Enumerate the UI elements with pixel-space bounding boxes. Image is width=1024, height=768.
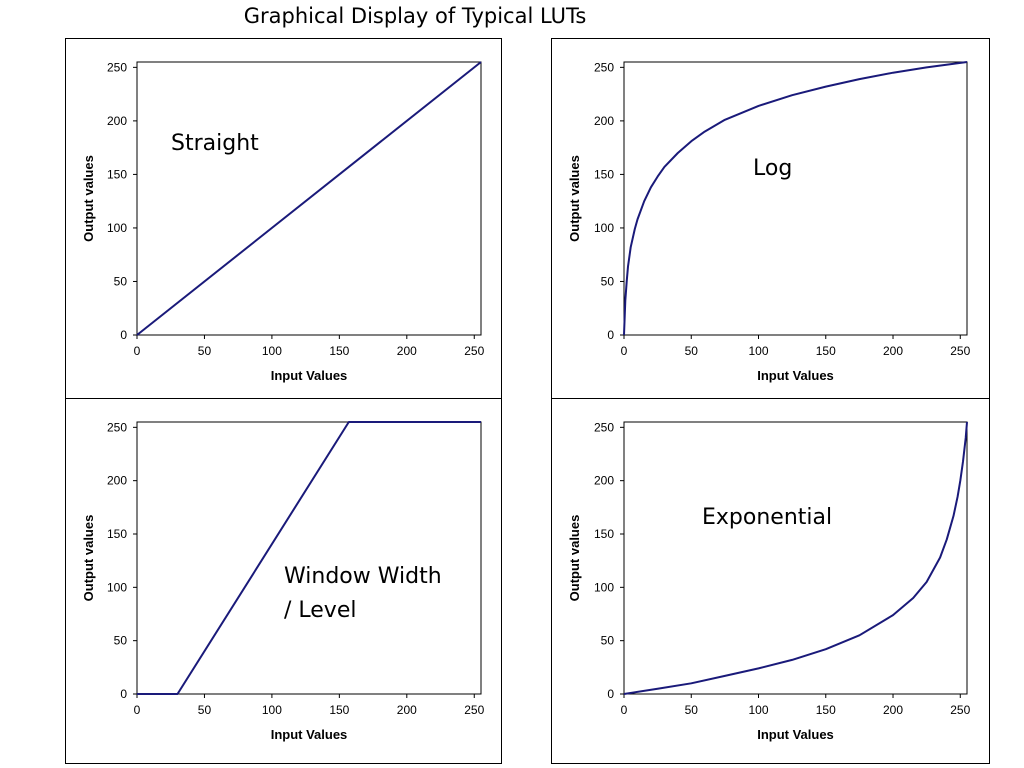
chart-panel-exponential: 0 50 100 150 200 250 0 50 100 150 200 250 Input Valu…: [551, 398, 990, 764]
y-tick-label: 250: [107, 420, 127, 434]
y-tick-label: 250: [107, 60, 127, 74]
x-tick-label: 150: [329, 703, 349, 717]
chart-annotation-window-width-level: Window Width / Level: [284, 564, 442, 623]
x-tick-label: 100: [262, 703, 282, 717]
x-axis-title: Input Values: [757, 727, 834, 742]
x-tick-label: 200: [883, 703, 903, 717]
y-tick-label: 50: [114, 274, 128, 288]
chart-panel-log: 0 50 100 150 200 250 0 50 100 150 200 250 Input Valu…: [551, 38, 990, 399]
y-tick-label: 150: [594, 167, 614, 181]
x-tick-label: 100: [748, 703, 768, 717]
x-axis-title: Input Values: [271, 368, 348, 383]
x-tick-label: 250: [950, 703, 970, 717]
x-tick-label: 0: [134, 703, 141, 717]
y-tick-label: 50: [601, 274, 615, 288]
x-tick-label: 200: [397, 344, 417, 358]
plot-area-frame: [136, 421, 482, 695]
chart-annotation-straight: Straight: [171, 131, 259, 156]
x-axis-title: Input Values: [271, 727, 348, 742]
x-tick-label: 0: [621, 344, 628, 358]
lut-curve-straight: [136, 61, 482, 336]
x-tick-label: 150: [816, 344, 836, 358]
x-tick-label: 100: [262, 344, 282, 358]
y-tick-label: 0: [120, 687, 127, 701]
y-tick-label: 100: [594, 221, 614, 235]
y-tick-label: 200: [107, 114, 127, 128]
chart-svg-window-width-level: 0 50 100 150 200 250 0 50 100 150 200 250 Input Valu…: [81, 420, 485, 742]
y-tick-label: 50: [114, 634, 128, 648]
y-tick-label: 0: [607, 328, 614, 342]
y-axis-title: Output values: [567, 515, 582, 602]
y-tick-label: 100: [107, 580, 127, 594]
x-tick-label: 200: [883, 344, 903, 358]
x-tick-label: 50: [198, 344, 212, 358]
chart-annotation-exponential: Exponential: [702, 505, 833, 530]
y-tick-label: 100: [107, 221, 127, 235]
y-tick-label: 0: [607, 687, 614, 701]
x-tick-label: 250: [464, 703, 484, 717]
x-tick-label: 50: [685, 344, 699, 358]
y-tick-label: 150: [594, 527, 614, 541]
y-tick-label: 150: [107, 167, 127, 181]
x-tick-label: 250: [950, 344, 970, 358]
plot-area-frame: [136, 61, 482, 336]
chart-panel-straight: 0 50 100 150 200 250 0 50 100 150 200 250 Input Valu…: [65, 38, 502, 399]
y-tick-label: 150: [107, 527, 127, 541]
chart-annotation-log: Log: [753, 156, 793, 181]
x-tick-label: 200: [397, 703, 417, 717]
y-axis-title: Output values: [567, 155, 582, 242]
x-tick-label: 0: [621, 703, 628, 717]
chart-svg-exponential: 0 50 100 150 200 250 0 50 100 150 200 250 Input Valu…: [567, 420, 971, 742]
x-tick-label: 0: [134, 344, 141, 358]
plot-area-frame: [623, 61, 968, 336]
x-tick-label: 100: [748, 344, 768, 358]
chart-svg-straight: 0 50 100 150 200 250 0 50 100 150 200 250 Input Valu…: [81, 60, 485, 383]
y-tick-label: 200: [594, 474, 614, 488]
x-tick-label: 250: [464, 344, 484, 358]
chart-svg-log: 0 50 100 150 200 250 0 50 100 150 200 250 Input Valu…: [567, 60, 971, 383]
y-tick-label: 100: [594, 580, 614, 594]
x-tick-label: 50: [685, 703, 699, 717]
x-tick-label: 50: [198, 703, 212, 717]
y-tick-label: 250: [594, 420, 614, 434]
lut-curve-exponential: [623, 421, 968, 695]
y-tick-label: 0: [120, 328, 127, 342]
y-tick-label: 200: [107, 474, 127, 488]
lut-curve-window-width-level: [137, 421, 481, 695]
x-tick-label: 150: [816, 703, 836, 717]
y-tick-label: 200: [594, 114, 614, 128]
y-tick-label: 250: [594, 60, 614, 74]
chart-panel-window-width-level: 0 50 100 150 200 250 0 50 100 150 200 250 Input Valu…: [65, 398, 502, 764]
x-tick-label: 150: [329, 344, 349, 358]
y-axis-title: Output values: [81, 515, 96, 602]
lut-curve-log: [623, 61, 968, 336]
x-axis-title: Input Values: [757, 368, 834, 383]
plot-area-frame: [623, 421, 968, 695]
y-axis-title: Output values: [81, 155, 96, 242]
y-tick-label: 50: [601, 634, 615, 648]
page-title: Graphical Display of Typical LUTs: [243, 4, 587, 28]
